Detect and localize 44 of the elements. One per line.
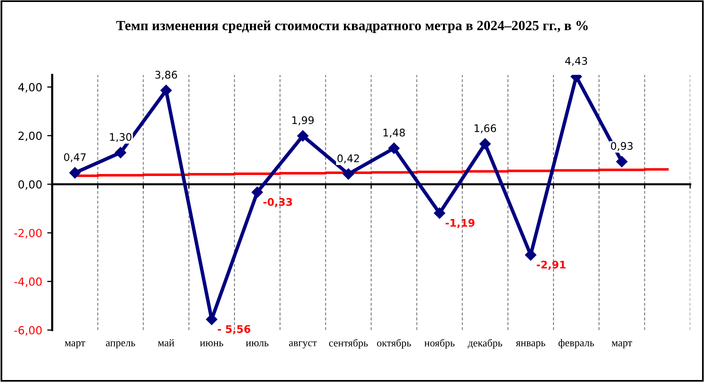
y-tick-label: -4,00	[14, 277, 42, 287]
x-tick-label: апрель	[106, 341, 136, 348]
data-label: 3,86	[155, 70, 178, 80]
x-tick-label: сентябрь	[329, 338, 368, 349]
x-tick-label: январь	[516, 341, 546, 348]
point	[342, 168, 354, 180]
x-tick-label: май	[158, 339, 174, 346]
data-label: 4,43	[565, 56, 588, 66]
x-tick-label: март	[612, 341, 632, 348]
point	[388, 142, 400, 154]
point	[160, 84, 172, 96]
data-label: -2,91	[536, 260, 566, 270]
data-label: 1,99	[292, 116, 314, 126]
point	[616, 156, 628, 168]
data-label: 0,47	[64, 153, 86, 162]
data-label: 0,93	[610, 142, 633, 151]
x-tick-label: декабрь	[468, 338, 502, 349]
point	[114, 147, 126, 158]
data-label: 1,30	[110, 133, 132, 142]
y-tick-label: -2,00	[14, 228, 42, 238]
x-tick-label: ноябрь	[424, 338, 455, 349]
y-tick-label: -6,00	[14, 326, 42, 336]
point	[252, 186, 263, 198]
point	[69, 167, 81, 178]
y-tick-label: 2,00	[18, 132, 42, 142]
x-tick-label: октябрь	[377, 338, 411, 349]
data-label: -0,33	[263, 198, 292, 208]
point	[525, 249, 536, 261]
point	[434, 208, 446, 219]
y-tick-label: 4,00	[18, 83, 42, 93]
x-tick-label: июнь	[200, 341, 224, 346]
point	[480, 138, 491, 150]
data-label: - 5,56	[218, 325, 250, 334]
x-tick-label: март	[64, 341, 86, 348]
x-tick-label: август	[289, 341, 317, 348]
y-tick-label: 0,00	[18, 180, 42, 190]
data-label: 0,42	[337, 154, 359, 164]
data-label: -1,19	[446, 218, 474, 228]
chart-title: Темп изменения средней стоимости квадратного метра в 2024–2025 гг., в %	[116, 20, 588, 34]
x-tick-label: июль	[246, 341, 268, 346]
data-label: 1,66	[474, 124, 496, 134]
point	[297, 130, 308, 142]
data-label: 1,48	[384, 128, 405, 138]
x-tick-label: февраль	[558, 338, 594, 348]
